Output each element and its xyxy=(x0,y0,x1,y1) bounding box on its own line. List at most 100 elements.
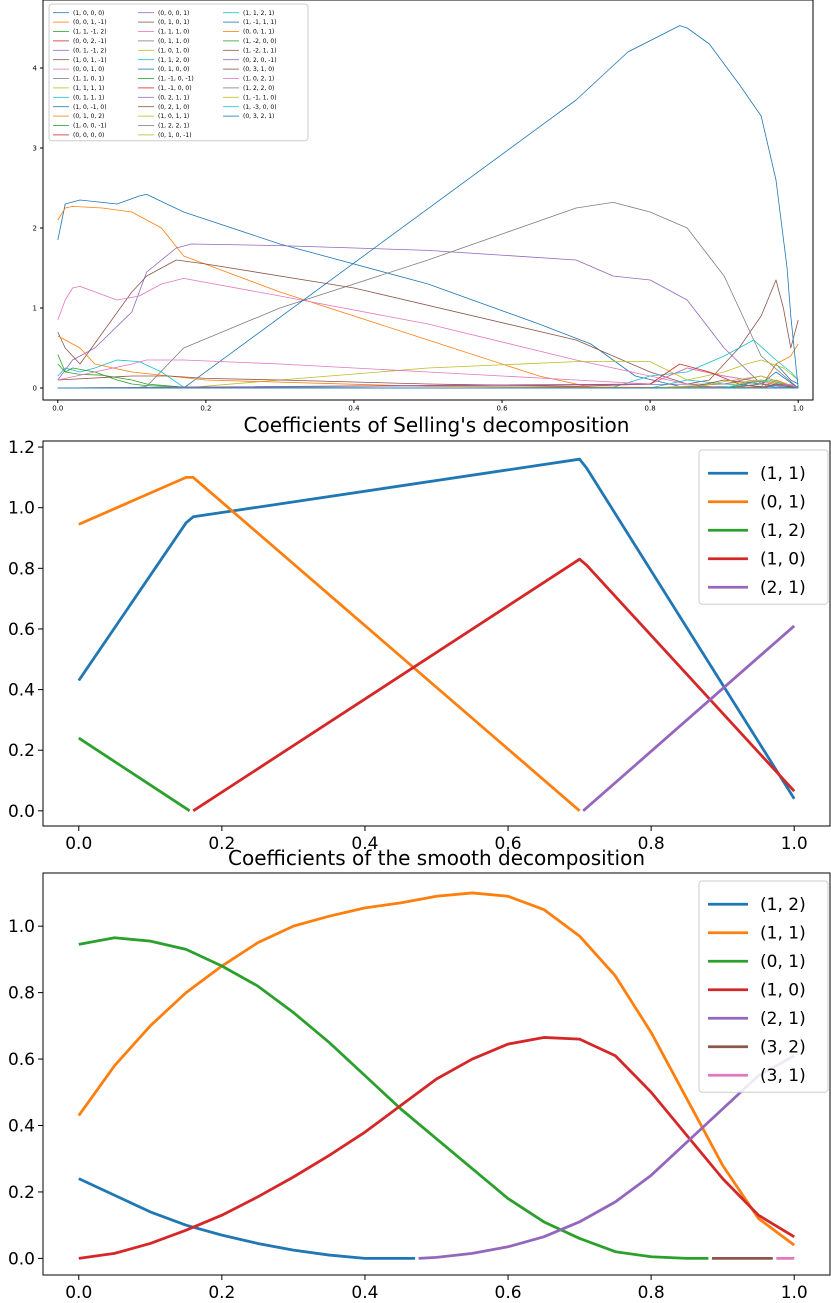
legend: (1, 0, 0, 0) (0, 0, 1, -1) (1, 1, -1, 2) (0… xyxy=(48,3,309,142)
legend-label: (1, 1) xyxy=(760,464,806,484)
legend-label: (1, 2) xyxy=(760,895,806,915)
y-tick-label: 0.6 xyxy=(8,620,35,640)
x-tick-label: 0.6 xyxy=(495,1283,522,1303)
x-tick-label: 1.0 xyxy=(781,834,808,854)
y-tick-label: 0.4 xyxy=(8,1116,35,1136)
legend-label: (0, 2, 1, 0) xyxy=(158,104,189,111)
y-tick-label: 0.0 xyxy=(8,1249,35,1269)
y-tick-label: 0.2 xyxy=(8,1183,35,1203)
legend-label: (1, -1, 1, 1) xyxy=(243,19,277,26)
legend-label: (1, 1) xyxy=(760,924,806,944)
y-tick-label: 1.0 xyxy=(8,499,35,519)
legend-label: (1, 1, -1, 2) xyxy=(73,29,107,36)
series-line xyxy=(78,475,581,812)
legend-label: (1, 2, 2, 1) xyxy=(158,123,189,130)
series-line xyxy=(57,193,799,388)
y-tick-label: 1.0 xyxy=(8,917,35,937)
x-tick-label: 0.4 xyxy=(351,834,378,854)
legend-label: (0, 2, 0, -1) xyxy=(243,57,277,64)
series-line xyxy=(78,1036,795,1260)
series-line xyxy=(57,243,799,389)
series-line xyxy=(57,25,799,389)
chart-2: Coefficients of Selling's decomposition 0… xyxy=(8,413,831,854)
legend-label: (1, 1, 2, 0) xyxy=(158,57,189,64)
legend-label: (1, 2, 2, 0) xyxy=(243,85,274,92)
legend-label: (1, 1, 0, 1) xyxy=(73,76,104,83)
legend-label: (1, -3, 0, 0) xyxy=(243,104,277,111)
y-tick-label: 0.4 xyxy=(8,681,35,701)
x-tick-label: 0.2 xyxy=(208,1283,235,1303)
legend-label: (0, 1, 0, -1) xyxy=(158,132,192,139)
y-tick-label: 0.2 xyxy=(8,741,35,761)
legend-label: (0, 0, 1, -1) xyxy=(73,19,107,26)
axes-frame xyxy=(42,872,831,1276)
x-tick-label: 0.2 xyxy=(208,834,235,854)
legend-label: (0, 1, 0, 2) xyxy=(73,113,104,120)
y-tick-label: 0.8 xyxy=(8,559,35,579)
legend-label: (1, -1, 0, 0) xyxy=(158,85,192,92)
legend-label: (2, 1) xyxy=(760,578,806,598)
chart-title: Coefficients of the smooth decomposition xyxy=(228,846,645,870)
series-line xyxy=(57,367,799,389)
legend-label: (1, -2, 1, 1) xyxy=(243,47,277,54)
series-group xyxy=(57,25,799,389)
series-line xyxy=(582,624,796,812)
series-line xyxy=(78,736,191,813)
legend-label: (0, 2, 1, 1) xyxy=(158,94,189,101)
legend-label: (1, 0, 2, 1) xyxy=(243,76,274,83)
series-group xyxy=(77,891,796,1260)
x-tick-label: 0.6 xyxy=(496,404,508,412)
series-line xyxy=(57,277,799,389)
legend-label: (0, 0, 0, 1) xyxy=(158,10,189,17)
series-line xyxy=(77,891,796,1247)
chart-1: 0.0 0.2 0.4 0.6 0.8 1.0 0 1 2 3 4 (1, 0, 0, 0) (0, 0… xyxy=(33,0,814,412)
y-tick-label: 1 xyxy=(33,304,37,312)
legend-frame xyxy=(698,449,829,605)
chart-title: Coefficients of Selling's decomposition xyxy=(244,413,630,437)
y-tick-label: 0.6 xyxy=(8,1050,35,1070)
legend-label: (0, 0, 1, 1) xyxy=(243,29,274,36)
x-tick-label: 0.2 xyxy=(200,404,211,412)
legend-label: (2, 1) xyxy=(760,1009,806,1029)
series-line xyxy=(57,259,799,385)
legend-label: (1, 1, 1, 0) xyxy=(158,29,189,36)
chart-3: Coefficients of the smooth decomposition… xyxy=(8,846,831,1303)
legend-frame xyxy=(48,3,309,142)
legend-label: (3, 1) xyxy=(760,1066,806,1086)
legend-label: (0, 1, 0, 0) xyxy=(158,66,189,73)
x-tick-label: 0.6 xyxy=(495,834,522,854)
legend-label: (1, 2) xyxy=(760,521,806,541)
series-line xyxy=(57,205,799,389)
series-line xyxy=(77,457,796,800)
axes-frame xyxy=(42,440,831,827)
x-tick-label: 0.8 xyxy=(645,404,656,412)
series-group xyxy=(77,457,796,813)
legend-label: (0, 1, -1, 2) xyxy=(73,47,107,54)
series-line xyxy=(192,557,796,813)
legend-label: (0, 1) xyxy=(760,952,806,972)
legend: (1, 2) (1, 1) (0, 1) (1, 0) (2, 1) (3, 2) (3, … xyxy=(698,880,829,1093)
legend-label: (3, 2) xyxy=(760,1038,806,1058)
series-line xyxy=(57,335,799,389)
legend-label: (1, 0) xyxy=(760,550,806,570)
legend-label: (1, 1, 1, 1) xyxy=(73,85,104,92)
legend-label: (0, 3, 1, 0) xyxy=(243,66,274,73)
legend-label: (0, 1, 0, 1) xyxy=(158,19,189,26)
x-tick-label: 1.0 xyxy=(781,1283,808,1303)
y-tick-label: 0.8 xyxy=(8,984,35,1004)
legend-label: (0, 0, 1, 0) xyxy=(73,66,104,73)
legend-label: (0, 0, 0, 0) xyxy=(73,132,104,139)
x-tick-label: 1.0 xyxy=(793,404,804,412)
legend-label: (1, 0, 1, 0) xyxy=(158,47,189,54)
legend-label: (1, 0, 0, -1) xyxy=(73,123,107,130)
series-line xyxy=(57,359,799,389)
legend-label: (0, 0, 2, -1) xyxy=(73,38,107,45)
y-tick-label: 0.0 xyxy=(8,802,35,822)
legend: (1, 1) (0, 1) (1, 2) (1, 0) (2, 1) xyxy=(698,449,829,605)
series-line xyxy=(78,936,709,1260)
y-tick-label: 2 xyxy=(33,224,37,232)
x-tick-label: 0.0 xyxy=(52,404,63,412)
y-tick-label: 3 xyxy=(33,144,37,152)
series-line xyxy=(78,1177,416,1260)
